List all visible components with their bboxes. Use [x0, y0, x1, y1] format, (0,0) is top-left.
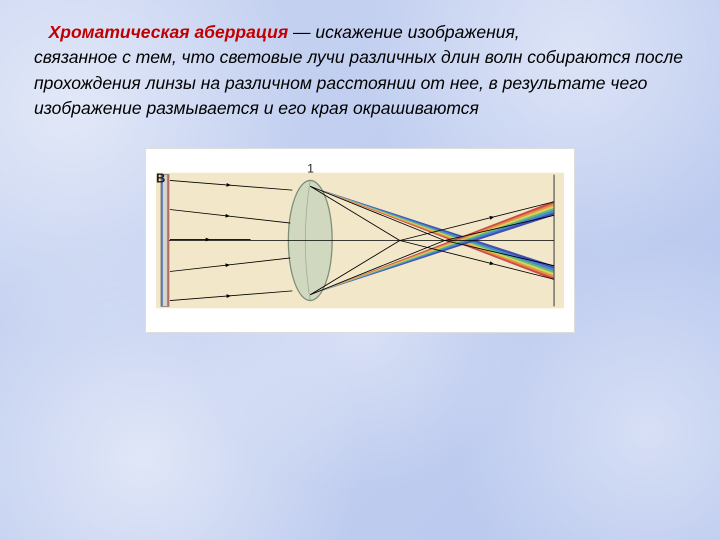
diagram-svg: B1: [156, 163, 564, 318]
definition-body: связанное с тем, что световые лучи разли…: [34, 47, 683, 118]
content: Хроматическая аберрация — искажение изоб…: [0, 0, 720, 333]
dash: —: [288, 22, 315, 42]
term: Хроматическая аберрация: [49, 22, 289, 42]
svg-text:B: B: [156, 170, 165, 185]
svg-text:1: 1: [307, 163, 314, 176]
indent: [34, 22, 49, 42]
definition-lead: искажение изображения,: [315, 22, 519, 42]
figure-wrapper: B1: [34, 148, 686, 333]
chromatic-aberration-diagram: B1: [145, 148, 575, 333]
definition-paragraph: Хроматическая аберрация — искажение изоб…: [34, 20, 686, 122]
